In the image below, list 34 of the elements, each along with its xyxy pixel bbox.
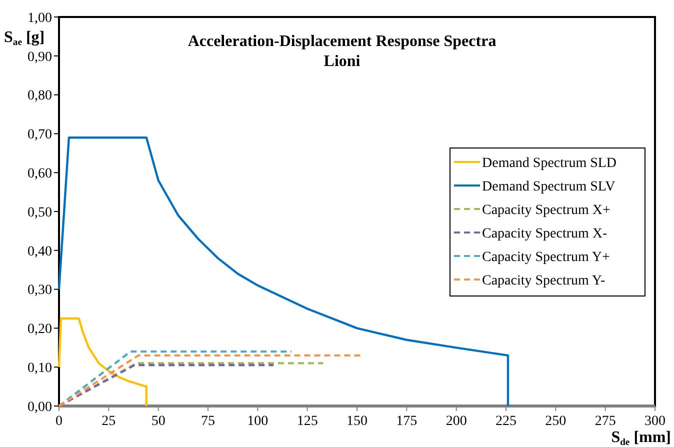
x-tick-label: 200 bbox=[446, 414, 467, 429]
legend-label: Demand Spectrum SLD bbox=[482, 156, 617, 171]
y-tick-label: 0,50 bbox=[28, 205, 52, 220]
x-tick-label: 125 bbox=[296, 414, 318, 429]
legend-label: Demand Spectrum SLV bbox=[482, 179, 616, 194]
legend-label: Capacity Spectrum Y- bbox=[482, 273, 606, 288]
y-tick-label: 0,70 bbox=[28, 128, 52, 143]
x-tick-label: 275 bbox=[594, 414, 616, 429]
x-tick-label: 100 bbox=[247, 414, 268, 429]
legend-label: Capacity Spectrum Y+ bbox=[482, 250, 610, 265]
x-tick-label: 300 bbox=[644, 414, 666, 429]
y-tick-label: 0,10 bbox=[28, 361, 52, 376]
x-axis-title: S$_{de}$ [mm] bbox=[611, 429, 671, 447]
x-tick-label: 25 bbox=[102, 414, 116, 429]
y-tick-label: 1,00 bbox=[28, 10, 52, 26]
x-tick-label: 0 bbox=[56, 414, 62, 429]
x-tick-label: 150 bbox=[346, 414, 368, 429]
x-tick-label: 250 bbox=[545, 414, 566, 429]
y-tick-label: 0,20 bbox=[28, 322, 52, 338]
line-series bbox=[58, 317, 148, 408]
x-tick-label: 225 bbox=[496, 414, 516, 429]
legend-label: Capacity Spectrum X+ bbox=[482, 202, 611, 218]
x-tick-label: 175 bbox=[396, 414, 418, 429]
y-tick-label: 0,60 bbox=[28, 166, 52, 182]
y-tick-label: 0,40 bbox=[28, 244, 52, 260]
y-tick-label: 0,80 bbox=[28, 88, 52, 104]
y-tick-label: 0,00 bbox=[28, 400, 52, 415]
legend-label: Capacity Spectrum X- bbox=[482, 226, 608, 242]
text: Acceleration-Displacement Response Spectra Lioni bbox=[188, 33, 496, 70]
y-tick-label: 0,30 bbox=[28, 283, 52, 298]
x-tick-label: 50 bbox=[151, 414, 166, 429]
y-tick-label: 0,90 bbox=[28, 50, 52, 65]
x-tick-label: 75 bbox=[201, 414, 215, 429]
y-axis-title: S$_{ae}$ [g] bbox=[4, 29, 45, 48]
